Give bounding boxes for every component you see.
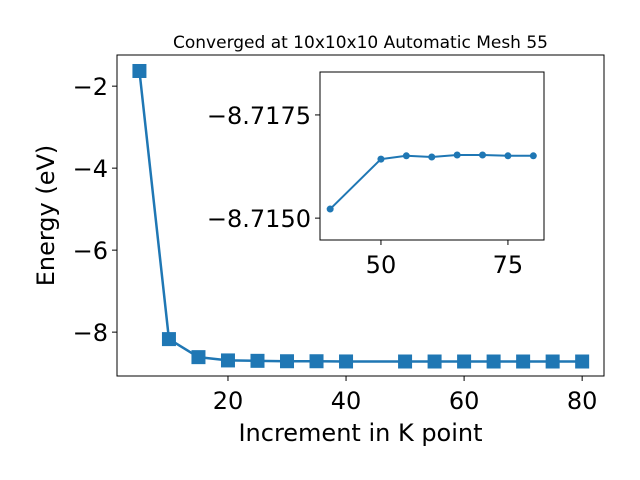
marker [516, 354, 531, 369]
marker [280, 354, 295, 369]
marker [486, 354, 501, 369]
y-tick-label: −6 [73, 237, 108, 265]
y-axis-label: Energy (eV) [32, 145, 60, 287]
marker [545, 354, 560, 369]
marker [220, 353, 235, 368]
marker [479, 151, 487, 159]
x-tick-label: 50 [366, 251, 397, 279]
marker [191, 350, 206, 365]
marker [326, 205, 334, 213]
y-tick-label: −4 [73, 155, 108, 183]
marker [428, 153, 436, 161]
y-tick-label: −8.7175 [207, 102, 311, 130]
x-tick-label: 75 [493, 251, 524, 279]
marker [457, 354, 472, 369]
line [329, 153, 534, 210]
marker [132, 63, 147, 78]
marker [427, 354, 442, 369]
x-tick-label: 60 [449, 387, 480, 415]
chart-title: Converged at 10x10x10 Automatic Mesh 55 [173, 33, 548, 53]
marker [339, 354, 354, 369]
marker [453, 151, 461, 159]
x-tick-label: 40 [331, 387, 362, 415]
marker [398, 354, 413, 369]
x-tick-label: 20 [213, 387, 244, 415]
y-tick-label: −8.7150 [207, 205, 311, 233]
y-tick-label: −2 [73, 73, 108, 101]
marker [504, 152, 512, 160]
marker [575, 354, 590, 369]
axes-frame [116, 54, 605, 377]
marker [250, 353, 265, 368]
marker [529, 152, 537, 160]
marker [161, 332, 176, 347]
x-tick-label: 80 [567, 387, 598, 415]
axes-frame [319, 71, 545, 241]
x-axis-label: Increment in K point [238, 419, 482, 447]
marker [402, 152, 410, 160]
marker [377, 155, 385, 163]
marker [309, 354, 324, 369]
y-tick-label: −8 [73, 319, 108, 347]
